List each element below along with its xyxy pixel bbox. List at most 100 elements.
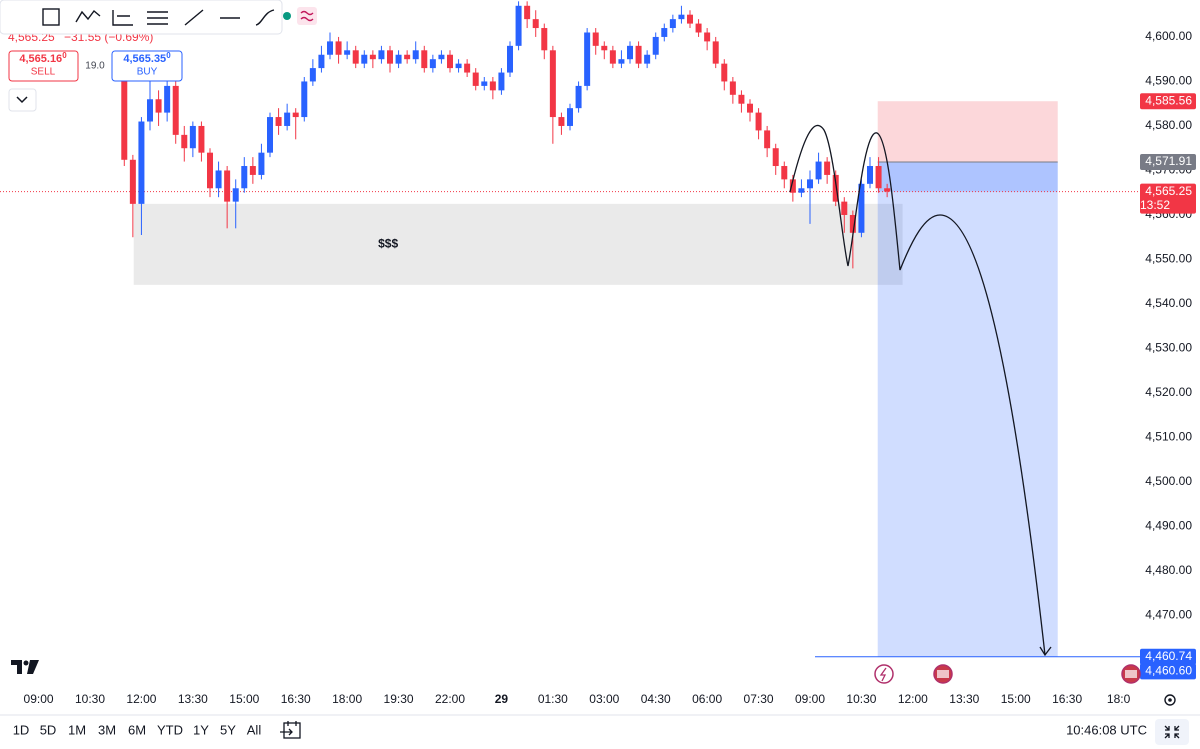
y-tick-label: 4,520.00: [1145, 385, 1192, 399]
range-button[interactable]: 6M: [128, 722, 146, 737]
collapse-button[interactable]: [8, 88, 37, 112]
candle-body: [849, 214, 856, 233]
candle-body: [387, 50, 393, 64]
tool-curve[interactable]: [255, 9, 275, 26]
y-tick-label: 4,590.00: [1145, 74, 1192, 88]
range-button[interactable]: 1M: [68, 722, 86, 737]
candle-body: [207, 152, 213, 189]
y-tick-label: 4,550.00: [1145, 252, 1192, 266]
candle-body: [421, 50, 428, 69]
wave-button[interactable]: [297, 7, 317, 25]
candle-body: [764, 130, 771, 149]
candle-body: [412, 50, 419, 60]
calendar-glyph: [280, 721, 297, 736]
candle-body: [429, 59, 436, 69]
buy-button[interactable]: [111, 50, 183, 82]
tool-levels[interactable]: [147, 11, 168, 25]
candle-body: [447, 54, 453, 69]
candle-body: [772, 148, 779, 167]
candle-body: [635, 45, 642, 64]
x-tick-label: 15:00: [229, 692, 259, 706]
candle-body: [292, 112, 299, 118]
calendar-button[interactable]: [280, 721, 301, 739]
entry-tag-bg: [1140, 153, 1196, 170]
candle-body: [464, 63, 471, 73]
tool-fib[interactable]: [112, 10, 133, 26]
range-button[interactable]: 1Y: [193, 722, 209, 737]
candle-body: [344, 50, 351, 55]
fullscreen-button[interactable]: [1155, 719, 1189, 745]
candle-body: [241, 166, 248, 189]
candle-body: [695, 23, 702, 33]
sell-button[interactable]: [8, 50, 79, 82]
range-button[interactable]: 5D: [40, 722, 57, 737]
extra-level-tag: 4,460.60: [1145, 664, 1192, 678]
candle-body: [824, 161, 831, 175]
candle-body: [738, 94, 745, 104]
candle-body: [661, 28, 668, 37]
x-tick-label: 03:00: [589, 692, 619, 706]
settings-button[interactable]: [1164, 694, 1176, 706]
y-tick-label: 4,530.00: [1145, 341, 1192, 355]
candle-body: [215, 170, 222, 189]
settings-icon: [1164, 694, 1176, 706]
candle-body: [584, 32, 591, 86]
candle-body: [284, 112, 291, 126]
event-icon[interactable]: [874, 664, 894, 684]
candle-body: [652, 36, 659, 55]
range-button[interactable]: 1D: [13, 722, 30, 737]
candle-body: [121, 81, 128, 160]
x-tick-label: 18:00: [332, 692, 362, 706]
y-tick-label: 4,540.00: [1145, 296, 1192, 310]
price-axis: 4,600.004,590.004,580.004,570.004,560.00…: [1140, 0, 1200, 685]
candle-body: [755, 112, 762, 131]
candle-body: [352, 50, 359, 64]
x-tick-label: 10:30: [75, 692, 105, 706]
range-button[interactable]: All: [247, 722, 262, 737]
event-flag: [937, 670, 949, 678]
y-tick-label: 4,470.00: [1145, 608, 1192, 622]
candle-body: [747, 103, 753, 113]
candle-body: [704, 32, 711, 42]
candle-body: [678, 14, 685, 20]
time-axis: 09:00 10:30 12:00 13:30 15:00 16:30 18:00 19:30…: [24, 688, 1200, 714]
candle-body: [712, 41, 719, 64]
candle-body: [189, 125, 196, 149]
range-bar: 1D 5D 1M 3M 6M YTD 1Y 5Y All: [13, 722, 262, 737]
y-tick-label: 4,500.00: [1145, 474, 1192, 488]
x-tick-label: 09:00: [795, 692, 825, 706]
candle-body: [687, 14, 693, 24]
range-button[interactable]: YTD: [157, 722, 183, 737]
x-tick-label: 18:0: [1107, 692, 1131, 706]
target-tag: 4,460.74: [1145, 649, 1192, 663]
candle-body: [858, 183, 865, 233]
candle-body: [815, 161, 822, 180]
x-tick-label: 22:00: [435, 692, 465, 706]
x-tick-label: 13:30: [949, 692, 979, 706]
x-tick-label: 13:30: [178, 692, 208, 706]
last-price-tag-countdown: 13:52: [1140, 198, 1170, 212]
tool-rectangle[interactable]: [42, 8, 60, 26]
candle-body: [884, 188, 891, 192]
event-icon-glyph: [879, 667, 887, 682]
candle-body: [147, 99, 153, 122]
open-pnl-zone: [877, 161, 1058, 192]
y-tick-label: 4,600.00: [1145, 29, 1192, 43]
range-button[interactable]: 3M: [98, 722, 116, 737]
candle-body: [592, 32, 599, 46]
tool-path[interactable]: [75, 9, 101, 23]
range-button[interactable]: 5Y: [220, 722, 236, 737]
x-tick-label: 19:30: [384, 692, 414, 706]
candle-body: [438, 54, 445, 60]
logo: [11, 660, 39, 674]
tool-trendline[interactable]: [184, 9, 204, 26]
candle-body: [404, 54, 411, 60]
buy-price-suffix: 0: [166, 51, 171, 60]
y-tick-label: 4,480.00: [1145, 563, 1192, 577]
candle-body: [781, 166, 788, 180]
candle-body: [601, 45, 608, 51]
candle-body: [524, 5, 531, 20]
candle-body: [558, 117, 565, 126]
candle-body: [644, 54, 651, 64]
x-tick-label: 04:30: [641, 692, 671, 706]
